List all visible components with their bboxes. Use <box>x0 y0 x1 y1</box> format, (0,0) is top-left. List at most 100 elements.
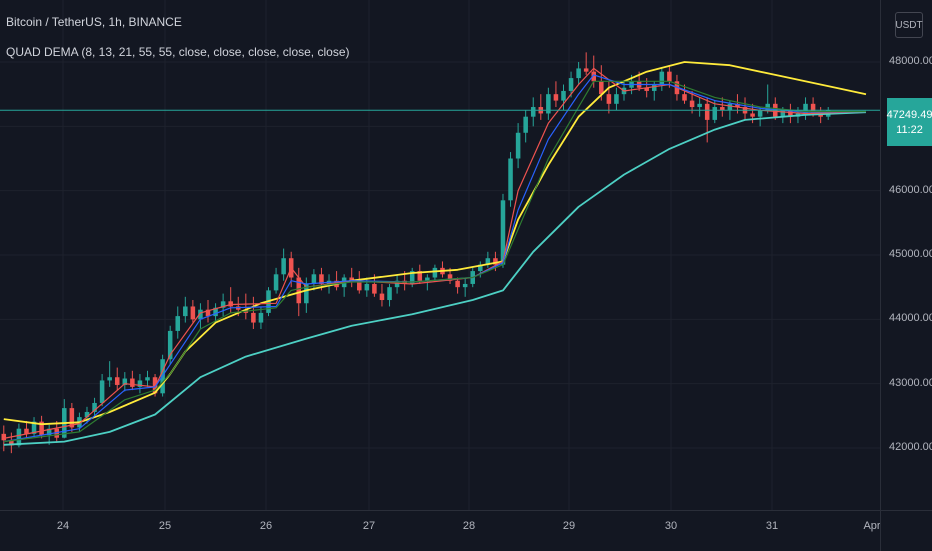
time-axis[interactable]: 24 25 26 27 28 29 30 31 Apr <box>0 510 881 551</box>
candle-body <box>122 378 128 385</box>
time-tick-label: 24 <box>56 520 70 532</box>
candle-body <box>667 71 672 82</box>
candle-body <box>810 103 816 114</box>
candle-body <box>92 402 97 412</box>
dema-55-line <box>3 61 867 426</box>
candle-body <box>198 309 203 320</box>
candle-body <box>99 380 105 403</box>
candle-body <box>84 411 90 418</box>
candle-body <box>107 377 112 381</box>
candle-body <box>114 377 120 385</box>
dema-21-line <box>3 80 866 443</box>
candle-body <box>689 100 695 108</box>
price-tick-label: 43000.00 <box>889 376 932 389</box>
candle-body <box>152 377 158 394</box>
candle-body <box>387 287 392 301</box>
candle-body <box>599 81 604 95</box>
candle-body <box>425 277 430 281</box>
candle-body <box>568 78 574 91</box>
time-tick-label: 26 <box>259 520 273 532</box>
candle-body <box>137 380 143 387</box>
candle-body <box>409 271 415 284</box>
candle-body <box>46 428 52 436</box>
chart-area[interactable]: Bitcoin / TetherUS, 1h, BINANCE QUAD DEM… <box>0 0 880 510</box>
dema-55-line <box>3 111 867 446</box>
candle-body <box>546 94 551 114</box>
candle-body <box>258 312 264 323</box>
price-tick-label: 46000.00 <box>889 183 932 196</box>
candle-body <box>727 103 733 111</box>
candle-body <box>818 113 823 117</box>
candle-body <box>220 301 226 308</box>
candle-body <box>478 264 483 272</box>
time-tick-label: 29 <box>562 520 576 532</box>
candle-body <box>530 107 536 117</box>
candle-body <box>145 377 150 381</box>
time-tick-label: 28 <box>462 520 476 532</box>
candle-body <box>319 274 324 284</box>
candle-body <box>803 103 808 114</box>
candle-layer <box>1 52 831 454</box>
candle-body <box>205 309 211 317</box>
candle-body <box>712 107 718 120</box>
price-axis[interactable]: 48000.00 46000.00 45000.00 44000.00 43000.00… <box>880 0 932 510</box>
price-tick-label: 45000.00 <box>889 248 932 260</box>
candle-body <box>349 277 354 281</box>
moving-average-layer <box>3 61 867 446</box>
price-tick-label: 42000.00 <box>889 441 932 453</box>
candle-body <box>553 94 559 101</box>
candle-body <box>606 94 612 104</box>
candle-body <box>780 110 786 117</box>
candle-body <box>16 428 22 446</box>
candle-body <box>720 107 725 111</box>
candle-body <box>379 293 385 301</box>
candle-body <box>296 277 302 304</box>
candle-body <box>735 103 740 108</box>
candle-body <box>447 274 453 281</box>
candle-body <box>394 280 400 288</box>
candle-body <box>583 68 589 72</box>
time-tick-label: Apr <box>863 520 881 532</box>
indicator-legend[interactable]: QUAD DEMA (8, 13, 21, 55, 55, close, clo… <box>6 45 350 59</box>
candle-body <box>757 110 763 117</box>
candlestick-chart[interactable] <box>0 0 880 510</box>
candle-body <box>682 94 687 101</box>
candle-body <box>765 103 770 111</box>
time-tick-label: 31 <box>765 520 779 532</box>
candle-body <box>31 421 37 434</box>
candle-body <box>183 306 188 317</box>
candle-body <box>417 271 423 281</box>
candle-body <box>432 267 438 278</box>
candle-body <box>190 306 196 320</box>
candle-body <box>167 330 173 360</box>
candle-body <box>750 113 755 117</box>
last-price-value: 47249.49 <box>886 108 932 121</box>
candle-body <box>372 283 377 294</box>
candle-body <box>273 274 279 291</box>
candle-body <box>697 103 702 108</box>
candle-body <box>130 378 135 387</box>
candle-body <box>311 274 317 284</box>
candle-body <box>614 94 619 104</box>
price-tick-label: 48000.00 <box>889 55 932 67</box>
time-tick-label: 30 <box>664 520 678 532</box>
candle-body <box>485 258 491 265</box>
candle-body <box>651 84 657 91</box>
candle-body <box>281 258 286 275</box>
candle-body <box>24 428 29 434</box>
candle-body <box>704 103 710 120</box>
candle-body <box>39 421 44 436</box>
candle-body <box>54 428 59 438</box>
candle-body <box>788 110 793 117</box>
price-tick-label: 44000.00 <box>889 312 932 325</box>
symbol-title[interactable]: Bitcoin / TetherUS, 1h, BINANCE <box>6 15 182 29</box>
currency-button[interactable]: USDT <box>895 12 923 38</box>
candle-body <box>455 280 460 288</box>
candle-body <box>251 312 256 323</box>
axis-corner <box>880 510 932 551</box>
candle-body <box>508 158 513 201</box>
candle-body <box>304 283 309 304</box>
candle-body <box>175 316 181 331</box>
time-tick-label: 27 <box>362 520 376 532</box>
candle-body <box>9 440 14 446</box>
